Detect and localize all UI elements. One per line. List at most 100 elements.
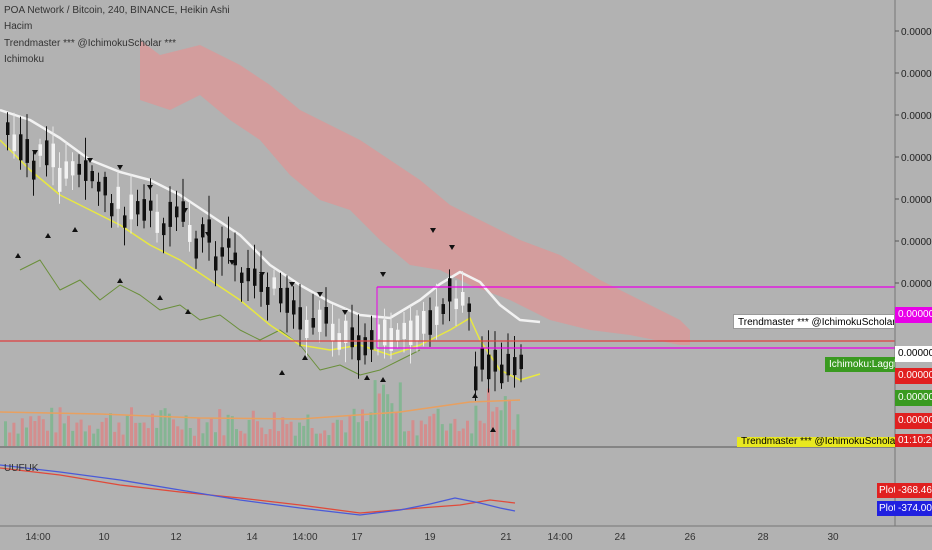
buy-marker [279, 370, 285, 375]
ema-long-tag: Trendmaster *** @IchimokuScholar ***:EMA… [737, 437, 895, 447]
candle-body [149, 200, 153, 211]
candle-body [253, 268, 257, 286]
price-axis[interactable]: 0.00000920 0.00000900 0.00000880 0.00000860… [895, 27, 932, 290]
volume-bar [243, 433, 247, 446]
plot2-label: Plot [877, 501, 895, 516]
candle-body [214, 256, 218, 271]
volume-bar [251, 410, 255, 446]
volume-bar [125, 415, 129, 446]
candle-body [233, 252, 237, 266]
volume-bar [193, 435, 196, 446]
candle-body [12, 134, 16, 152]
candle-body [64, 161, 68, 179]
sell-marker [229, 260, 235, 265]
volume-bar [302, 425, 306, 446]
candle-body [136, 201, 140, 215]
time-tick-label: 17 [351, 532, 363, 543]
candle-body [357, 335, 361, 361]
volume-bar [109, 413, 112, 446]
candle-body [363, 337, 367, 356]
volume-bar [41, 419, 45, 446]
candle-body [110, 203, 114, 217]
sell-marker [117, 165, 123, 170]
volume-bar [482, 423, 486, 446]
candle-body [324, 307, 328, 324]
candle-body [201, 224, 205, 238]
volume-bar [457, 431, 461, 446]
volume-bar [512, 429, 516, 446]
volume-bar [121, 434, 125, 446]
volume-bar [184, 415, 188, 446]
candle-body [422, 311, 426, 334]
price-badge: 0.00000760 [895, 368, 932, 384]
volume-bar [12, 422, 16, 446]
volume-bar [222, 435, 226, 446]
volume-bar [16, 433, 20, 446]
volume-bar [264, 434, 268, 446]
sell-marker [317, 292, 323, 297]
volume-bar [323, 430, 327, 446]
time-tick-label: 26 [684, 532, 696, 543]
volume-bar [386, 394, 390, 446]
volume-bar [470, 433, 474, 446]
candle-body [272, 277, 276, 289]
volume-bar [180, 429, 184, 446]
volume-bar [25, 427, 28, 446]
volume-bar [268, 429, 272, 446]
candle-body [344, 320, 348, 343]
volume-bar [403, 431, 406, 446]
price-tick-label: 0.00000860 [901, 153, 932, 164]
volume-bar [369, 412, 373, 446]
candle-body [6, 122, 10, 135]
volume-bar [96, 428, 100, 446]
lower-pane-legend[interactable]: UUFUK [4, 463, 39, 474]
volume-bar [487, 388, 490, 446]
candle-body [38, 144, 42, 156]
volume-bar [33, 421, 37, 446]
volume-bar [188, 428, 192, 446]
time-tick-label: 21 [500, 532, 512, 543]
oscillator-blue-line [0, 464, 516, 516]
symbol-legend[interactable]: POA Network / Bitcoin, 240, BINANCE, Hei… [4, 5, 230, 16]
sell-marker [32, 150, 38, 155]
candle-body [97, 181, 101, 192]
horizontal-lines [0, 286, 895, 349]
candle-body [175, 206, 179, 218]
ichimoku-legend[interactable]: Ichimoku [4, 54, 45, 65]
volume-bar [508, 399, 511, 446]
volume-ma-line [0, 399, 521, 420]
candle-body [188, 225, 192, 242]
candle-body [51, 143, 55, 168]
time-tick-label: 14:00 [547, 532, 572, 543]
candle-body [480, 348, 484, 370]
volume-bar [239, 430, 243, 446]
time-tick-label: 30 [827, 532, 839, 543]
volume-bar [335, 419, 339, 446]
volume-bar [146, 428, 150, 446]
trendmaster-legend[interactable]: Trendmaster *** @IchimokuScholar *** [4, 38, 177, 49]
time-axis[interactable]: 14:00 10 12 14 14:00 17 19 21 14:00 24 26 28 30 [25, 532, 839, 543]
candle-body [129, 194, 133, 220]
volume-bar [361, 409, 364, 446]
price-tick-label: 0.00000920 [901, 27, 932, 38]
candle-body [292, 300, 296, 315]
candle-body [331, 323, 335, 341]
volume-bar [398, 382, 402, 446]
volume-bar [394, 412, 398, 446]
volume-legend[interactable]: Hacim [4, 21, 33, 32]
candle-body [454, 298, 458, 310]
candle-body [45, 140, 49, 166]
volume-bar [377, 393, 381, 446]
volume-bar [256, 421, 259, 446]
time-tick-label: 14:00 [25, 532, 50, 543]
volume-bar [365, 421, 369, 446]
time-tick-label: 10 [98, 532, 110, 543]
candle-body [461, 292, 465, 306]
candle-body [116, 186, 120, 209]
volume-bar [331, 422, 335, 446]
candle-body [168, 201, 172, 227]
lower-pane [0, 464, 516, 516]
candle-body [246, 268, 250, 282]
candle-body [500, 364, 504, 384]
